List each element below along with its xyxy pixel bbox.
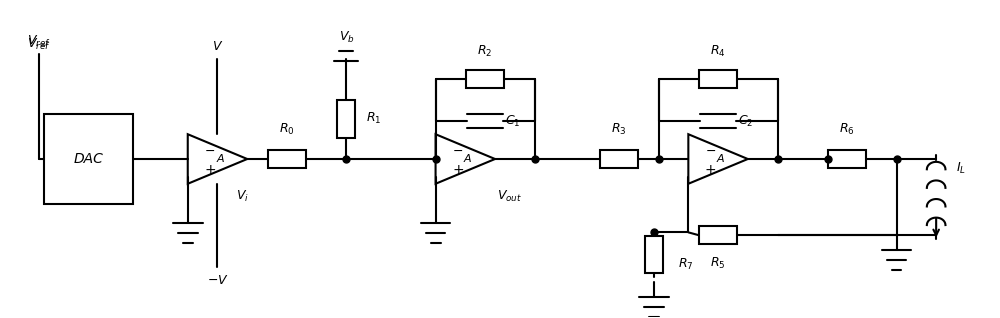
Text: +: +: [705, 163, 716, 177]
Text: $R_6$: $R_6$: [839, 122, 855, 137]
Text: $V_{ref}$: $V_{ref}$: [27, 33, 51, 49]
Text: A: A: [717, 154, 724, 164]
Text: $R_5$: $R_5$: [710, 256, 726, 271]
Text: $V_{out}$: $V_{out}$: [497, 189, 522, 204]
FancyBboxPatch shape: [337, 100, 355, 138]
Text: $R_3$: $R_3$: [611, 122, 627, 137]
FancyBboxPatch shape: [699, 70, 737, 88]
Text: $R_1$: $R_1$: [366, 111, 382, 126]
Text: −: −: [453, 145, 463, 158]
Text: −: −: [205, 145, 215, 158]
Text: $I_L$: $I_L$: [956, 161, 966, 176]
Text: $V_b$: $V_b$: [339, 30, 354, 45]
Text: $C_1$: $C_1$: [505, 114, 521, 129]
FancyBboxPatch shape: [699, 226, 737, 244]
Text: −: −: [705, 145, 716, 158]
FancyBboxPatch shape: [600, 150, 638, 168]
Text: DAC: DAC: [74, 152, 104, 166]
Text: A: A: [464, 154, 472, 164]
FancyBboxPatch shape: [645, 236, 663, 273]
Text: $V_i$: $V_i$: [236, 189, 249, 204]
Text: $R_7$: $R_7$: [678, 257, 693, 272]
FancyBboxPatch shape: [828, 150, 866, 168]
Text: $V_{ref}$: $V_{ref}$: [27, 37, 51, 52]
Text: A: A: [216, 154, 224, 164]
Text: +: +: [204, 163, 216, 177]
Text: $C_2$: $C_2$: [738, 114, 754, 129]
FancyBboxPatch shape: [268, 150, 306, 168]
Text: $R_2$: $R_2$: [477, 43, 493, 59]
FancyBboxPatch shape: [466, 70, 504, 88]
Text: $-V$: $-V$: [207, 274, 228, 287]
Text: $R_0$: $R_0$: [279, 122, 295, 137]
Text: $V$: $V$: [212, 40, 223, 53]
FancyBboxPatch shape: [44, 114, 133, 204]
Text: +: +: [452, 163, 464, 177]
Text: $R_4$: $R_4$: [710, 43, 726, 59]
